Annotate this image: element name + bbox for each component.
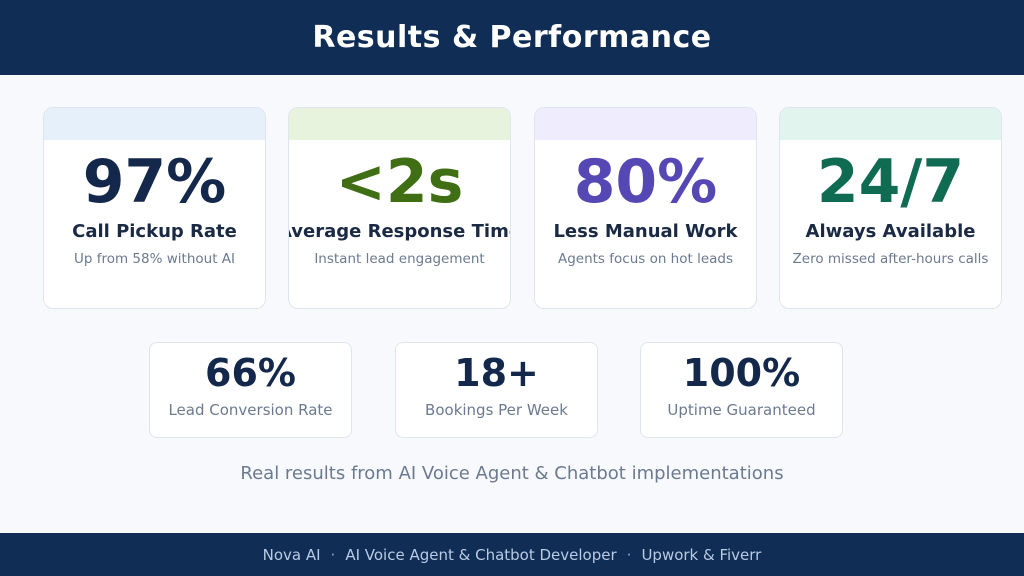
stat-description: Up from 58% without AI <box>73 251 235 267</box>
stat-value: <2s <box>335 147 464 217</box>
stat-value: 97% <box>82 147 227 217</box>
footer-separator: · <box>626 545 632 564</box>
stat-label: Always Available <box>805 221 976 242</box>
metric-card-uptime: 100% Uptime Guaranteed <box>640 342 843 438</box>
metric-value: 100% <box>682 351 801 395</box>
stat-card-manual-work: 80% Less Manual Work Agents focus on hot… <box>534 107 757 309</box>
card-accent-band <box>780 108 1001 140</box>
metric-label: Bookings Per Week <box>425 401 568 419</box>
footer-brand: Nova AI <box>262 545 321 564</box>
metric-card-lead-conversion: 66% Lead Conversion Rate <box>149 342 352 438</box>
stat-description: Instant lead engagement <box>314 251 485 267</box>
stat-description: Zero missed after-hours calls <box>792 251 989 267</box>
header-bar: Results & Performance <box>0 0 1024 75</box>
stat-label: Average Response Time <box>288 221 511 242</box>
card-accent-band <box>289 108 510 140</box>
tagline: Real results from AI Voice Agent & Chatb… <box>240 463 784 484</box>
card-accent-band <box>44 108 265 140</box>
footer-separator: · <box>330 545 336 564</box>
footer-role: AI Voice Agent & Chatbot Developer <box>345 545 617 564</box>
footer-bar: Nova AI · AI Voice Agent & Chatbot Devel… <box>0 533 1024 576</box>
footer-platforms: Upwork & Fiverr <box>641 545 762 564</box>
stat-description: Agents focus on hot leads <box>557 251 734 267</box>
metric-value: 66% <box>205 351 296 395</box>
stat-label: Call Pickup Rate <box>72 221 237 242</box>
stat-card-call-pickup: 97% Call Pickup Rate Up from 58% without… <box>43 107 266 309</box>
metric-value: 18+ <box>454 351 539 395</box>
stat-value: 80% <box>573 147 718 217</box>
card-accent-band <box>535 108 756 140</box>
stat-card-response-time: <2s Average Response Time Instant lead e… <box>288 107 511 309</box>
stat-value: 24/7 <box>816 147 965 217</box>
stat-label: Less Manual Work <box>553 221 738 242</box>
page-title: Results & Performance <box>312 20 712 55</box>
metric-label: Lead Conversion Rate <box>168 401 333 419</box>
metric-label: Uptime Guaranteed <box>667 401 816 419</box>
stat-card-availability: 24/7 Always Available Zero missed after-… <box>779 107 1002 309</box>
metric-card-bookings: 18+ Bookings Per Week <box>395 342 598 438</box>
